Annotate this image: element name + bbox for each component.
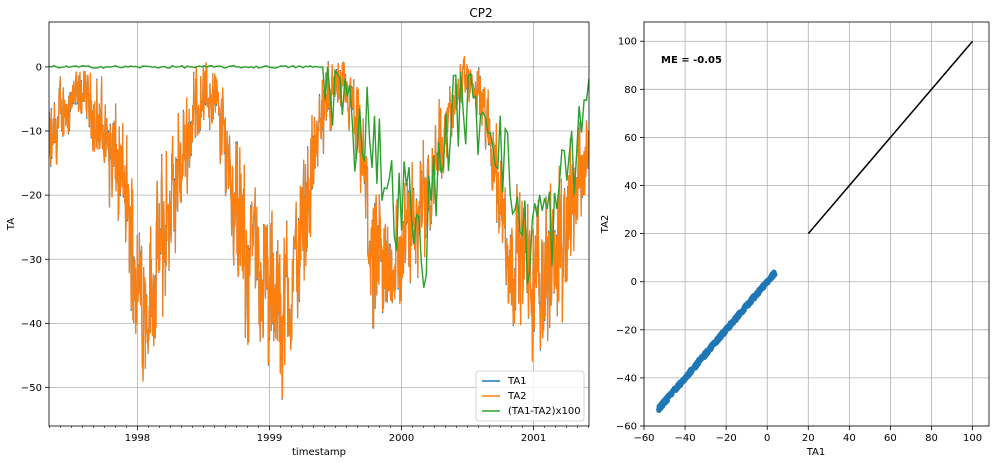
scatter-ytick-label: −40: [616, 373, 637, 384]
scatter-point: [699, 355, 705, 361]
timeseries-xtick-label: 1999: [257, 433, 282, 444]
scatter-xtick-label: 20: [802, 433, 815, 444]
timeseries-legend: TA1 TA2 (TA1-TA2)x100: [475, 370, 585, 422]
series-ta2-line: [49, 55, 589, 399]
timeseries-xlabel: timestamp: [292, 447, 346, 458]
legend-box: [475, 370, 585, 422]
legend-label-diff: (TA1-TA2)x100: [508, 406, 581, 417]
timeseries-xtick-label: 2001: [521, 433, 546, 444]
scatter-point: [770, 271, 777, 277]
scatter-ytick-label: 0: [631, 277, 637, 288]
scatter-point: [743, 302, 749, 308]
scatter-point: [676, 380, 683, 386]
legend-label-ta2: TA2: [507, 391, 527, 402]
scatter-ytick-label: 20: [624, 229, 637, 240]
scatter-annotation: ME = -0.05: [661, 55, 722, 66]
scatter-xtick-label: −20: [716, 433, 737, 444]
scatter-point: [723, 325, 729, 331]
timeseries-ytick-label: −50: [21, 383, 42, 394]
scatter-point: [663, 399, 669, 405]
scatter-ticks: −60 −40 −20 0 20 40 60 80 100 100 80 60 40 20 0 −20 −40 −…: [616, 37, 982, 444]
scatter-xtick-label: −60: [633, 433, 654, 444]
scatter-point: [736, 313, 742, 319]
scatter-point: [716, 336, 722, 342]
scatter-point: [756, 289, 762, 295]
series-diff-line: [49, 64, 589, 288]
scatter-point: [729, 320, 735, 326]
scatter-xtick-label: 40: [843, 433, 856, 444]
timeseries-ytick-label: −30: [21, 255, 42, 266]
scatter-frame: [643, 21, 990, 427]
scatter-xlabel: TA1: [806, 447, 826, 458]
scatter-point: [721, 329, 727, 336]
scatter-point: [727, 324, 733, 330]
scatter-point: [669, 390, 675, 396]
scatter-xtick-label: 60: [884, 433, 897, 444]
timeseries-series: [49, 55, 589, 400]
scatter-xtick-label: 80: [925, 433, 938, 444]
scatter-chart: −60 −40 −20 0 20 40 60 80 100 100 80 60 40 20 0 −20 −40 −…: [600, 21, 990, 458]
timeseries-ytick-label: 0: [36, 62, 42, 73]
scatter-ytick-label: 60: [624, 133, 637, 144]
scatter-point: [671, 386, 677, 392]
scatter-ytick-label: −20: [616, 325, 637, 336]
scatter-ytick-label: 80: [624, 85, 637, 96]
scatter-point: [732, 316, 738, 322]
scatter-point: [748, 296, 754, 302]
scatter-point: [687, 371, 693, 378]
timeseries-xtick-label: 2000: [389, 433, 414, 444]
scatter-xtick-label: 100: [963, 433, 982, 444]
scatter-point: [656, 406, 662, 413]
timeseries-ytick-label: −40: [21, 319, 42, 330]
timeseries-xtick-label: 1998: [125, 433, 150, 444]
scatter-xtick-label: 0: [764, 433, 770, 444]
scatter-point: [658, 401, 664, 407]
scatter-point: [709, 344, 715, 350]
scatter-ytick-label: 100: [618, 37, 637, 48]
scatter-point: [763, 278, 769, 285]
timeseries-ylabel: TA: [6, 218, 17, 231]
timeseries-ticks: 1998 1999 2000 2001 0 −10 −20 −30 −40 −50: [21, 62, 589, 444]
timeseries-frame: [48, 21, 590, 427]
timeseries-chart: 1998 1999 2000 2001 0 −10 −20 −30 −40 −50 CP2 tim…: [6, 6, 590, 458]
scatter-ytick-label: 40: [624, 181, 637, 192]
identity-line: [807, 40, 974, 235]
timeseries-title: CP2: [469, 6, 492, 20]
scatter-xtick-label: −40: [675, 433, 696, 444]
timeseries-ytick-label: −10: [21, 127, 42, 138]
timeseries-ytick-label: −20: [21, 191, 42, 202]
scatter-point: [703, 351, 710, 357]
scatter-series: [656, 40, 974, 413]
legend-label-ta1: TA1: [507, 376, 527, 387]
scatter-ytick-label: −60: [616, 422, 637, 433]
scatter-ylabel: TA2: [600, 215, 611, 235]
